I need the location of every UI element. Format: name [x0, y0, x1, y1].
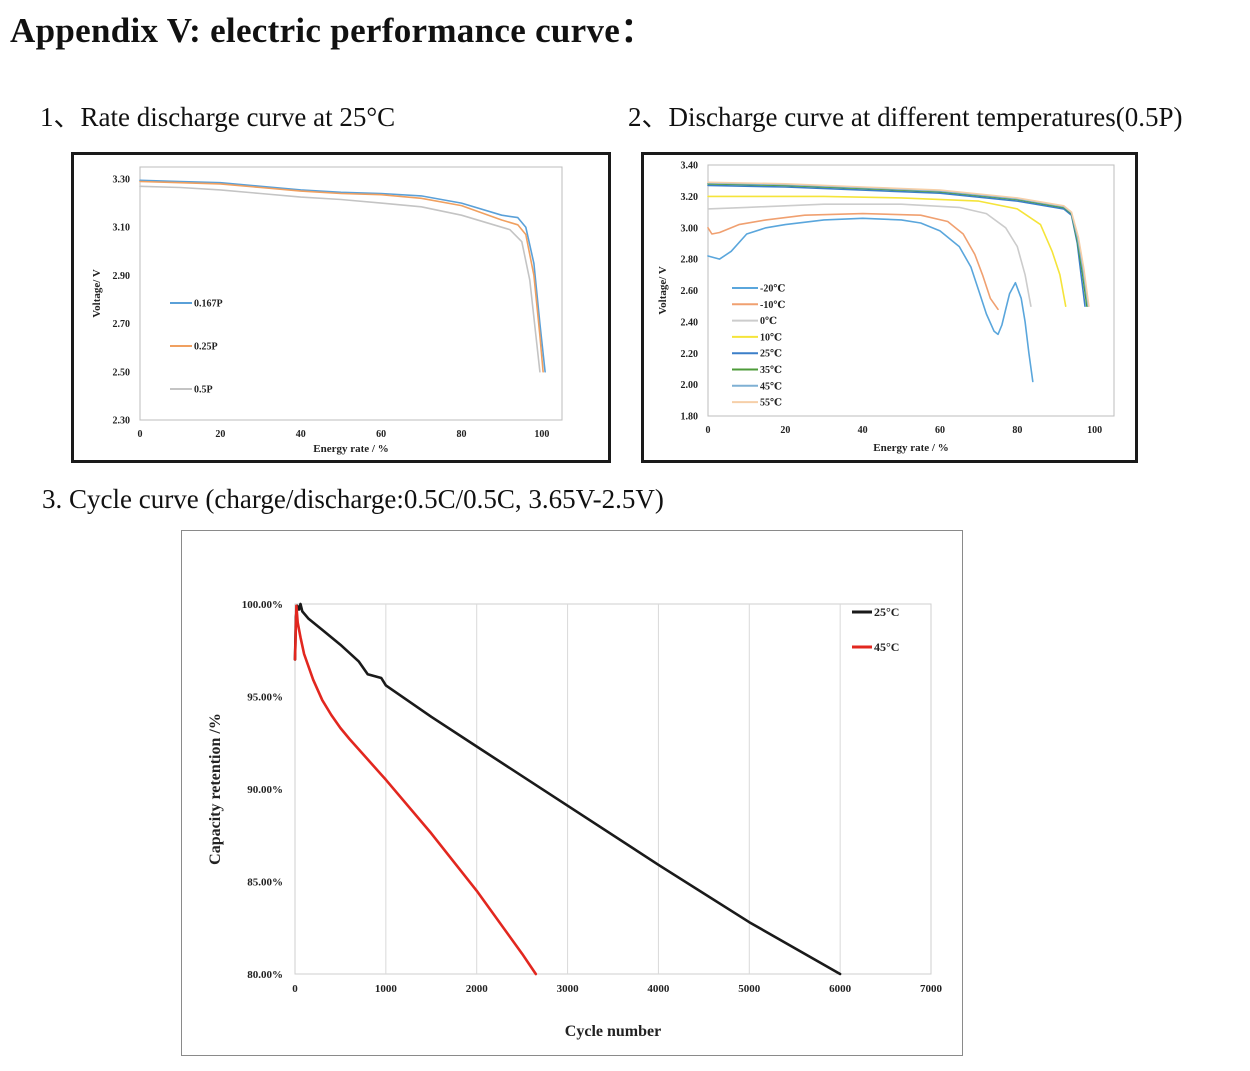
legend-label: 55℃: [760, 398, 782, 409]
x-tick-label: 40: [858, 425, 868, 436]
y-tick-label: 3.10: [113, 223, 131, 234]
y-tick-label: 3.40: [681, 161, 699, 172]
x-tick-label: 20: [215, 429, 225, 440]
y-tick-label: 2.50: [113, 367, 131, 378]
y-axis-label: Voltage/ V: [657, 266, 669, 315]
legend-label: 0.167P: [194, 299, 223, 310]
section-heading-rate-discharge: 1、Rate discharge curve at 25°C: [40, 102, 396, 132]
legend-label: -10℃: [760, 300, 785, 311]
y-tick-label: 2.40: [681, 317, 699, 328]
legend-label: 0.25P: [194, 342, 218, 353]
x-axis-label: Energy rate / %: [873, 442, 948, 454]
temperature-discharge-chart-frame: 1.80 2.00 2.20 2.40 2.60 2.80 3.00 3.20 3.40 0 20 4…: [641, 152, 1138, 463]
x-tick-label: 80: [1012, 425, 1022, 436]
y-tick-label: 3.30: [113, 175, 131, 186]
series-line: [293, 602, 842, 976]
plot-area: [707, 164, 1115, 417]
y-tick-label: 2.90: [113, 271, 131, 282]
series-line: [139, 185, 541, 373]
x-tick-label: 60: [935, 425, 945, 436]
series-line: [139, 179, 546, 373]
x-tick-label: 6000: [829, 983, 852, 995]
y-tick-label: 1.80: [681, 412, 699, 423]
y-tick-label: 90.00%: [247, 784, 283, 796]
series-line: [707, 181, 1090, 307]
x-tick-label: 80: [457, 429, 467, 440]
page-title: Appendix V: electric performance curve：: [10, 11, 656, 50]
x-tick-label: 4000: [647, 983, 670, 995]
y-axis-label: Capacity retention /%: [207, 713, 224, 865]
series-line: [707, 217, 1034, 383]
y-tick-label: 2.00: [681, 380, 699, 391]
x-tick-label: 0: [138, 429, 143, 440]
series-line: [139, 180, 544, 373]
legend-label: 25℃: [760, 349, 782, 360]
legend-label: 45℃: [760, 381, 782, 392]
legend-label: 25°C: [874, 605, 899, 619]
y-tick-label: 2.70: [113, 319, 131, 330]
series-line: [707, 195, 1067, 307]
x-tick-label: 40: [296, 429, 306, 440]
x-tick-label: 20: [780, 425, 790, 436]
rate-discharge-chart: 2.30 2.50 2.70 2.90 3.10 3.30 0 20 40 60 80 100 Ener…: [91, 166, 563, 455]
x-tick-label: 100: [1087, 425, 1102, 436]
x-tick-label: 0: [292, 983, 298, 995]
series-line: [707, 203, 1032, 307]
x-tick-label: 3000: [557, 983, 580, 995]
legend-label: -20℃: [760, 284, 785, 295]
rate-discharge-chart-frame: 2.30 2.50 2.70 2.90 3.10 3.30 0 20 40 60 80 100 Ener…: [71, 152, 611, 463]
cycle-curve-chart-frame: 80.00% 85.00% 90.00% 95.00% 100.00% 0 1000 2000…: [181, 530, 963, 1056]
plot-area: [139, 166, 563, 421]
x-axis-label: Cycle number: [565, 1023, 661, 1040]
section-heading-temperature-discharge: 2、Discharge curve at different temperatu…: [628, 102, 1183, 132]
x-tick-label: 5000: [738, 983, 761, 995]
y-tick-label: 2.60: [681, 286, 699, 297]
section-heading-cycle-curve: 3. Cycle curve (charge/discharge:0.5C/0.…: [42, 484, 664, 514]
legend-label: 45°C: [874, 640, 899, 654]
x-tick-label: 7000: [920, 983, 943, 995]
y-tick-label: 2.30: [113, 416, 131, 427]
y-axis-label: Voltage/ V: [91, 269, 103, 318]
series-line: [707, 212, 999, 311]
legend-label: 0℃: [760, 316, 777, 327]
y-tick-label: 2.20: [681, 349, 699, 360]
legend-label: 35℃: [760, 365, 782, 376]
x-tick-label: 60: [376, 429, 386, 440]
temperature-discharge-chart: 1.80 2.00 2.20 2.40 2.60 2.80 3.00 3.20 3.40 0 20 4…: [657, 161, 1115, 454]
x-axis-label: Energy rate / %: [313, 443, 388, 455]
legend-label: 10℃: [760, 332, 782, 343]
x-tick-label: 100: [534, 429, 549, 440]
y-tick-label: 95.00%: [247, 691, 283, 703]
y-tick-label: 85.00%: [247, 876, 283, 888]
y-tick-label: 100.00%: [242, 599, 283, 611]
y-tick-label: 80.00%: [247, 969, 283, 981]
x-tick-label: 1000: [375, 983, 398, 995]
plot-area: [294, 603, 932, 975]
y-tick-label: 2.80: [681, 255, 699, 266]
y-tick-label: 3.00: [681, 223, 699, 234]
y-tick-label: 3.20: [681, 192, 699, 203]
x-tick-label: 0: [706, 425, 711, 436]
x-tick-label: 2000: [466, 983, 489, 995]
cycle-curve-chart: 80.00% 85.00% 90.00% 95.00% 100.00% 0 1000 2000…: [207, 599, 943, 1040]
series-line: [293, 604, 538, 976]
legend-label: 0.5P: [194, 385, 213, 396]
series-line: [707, 184, 1086, 307]
